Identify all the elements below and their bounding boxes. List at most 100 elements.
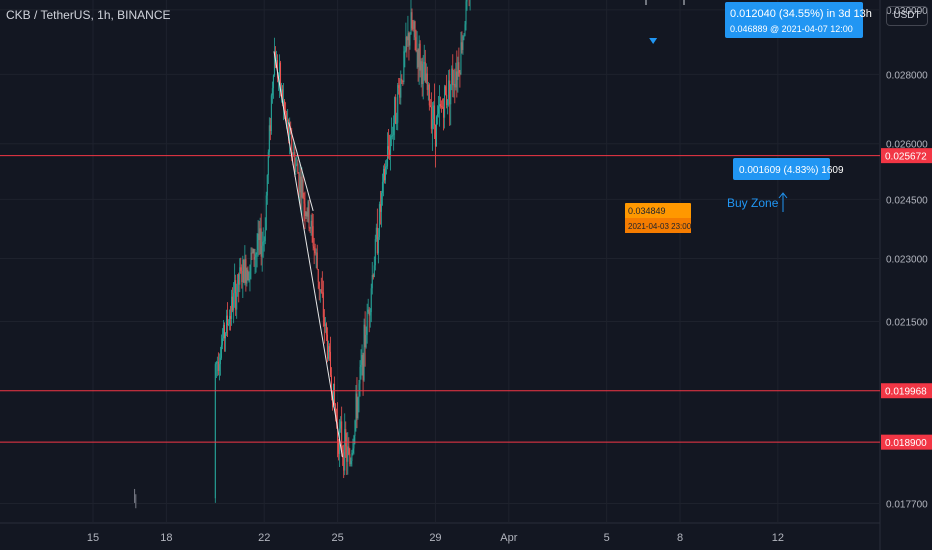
- candle-body: [421, 61, 423, 85]
- projection-label-main: 0.012040 (34.55%) in 3d 13h: [730, 8, 872, 20]
- trendline-down-1b: [288, 122, 314, 212]
- candle-body: [272, 75, 274, 89]
- candle-body: [255, 254, 257, 258]
- candle-body: [376, 227, 378, 254]
- symbol-title: CKB / TetherUS, 1h, BINANCE: [6, 8, 171, 22]
- candle-body: [214, 364, 216, 499]
- candle-body: [283, 100, 285, 104]
- candle-body: [356, 393, 358, 419]
- candle-body: [335, 404, 337, 416]
- candle-body: [370, 288, 372, 313]
- candle-body: [258, 233, 260, 241]
- candle-body: [287, 120, 289, 122]
- candle-body: [415, 37, 417, 51]
- candle-body: [256, 250, 258, 255]
- candle-body: [447, 99, 449, 106]
- candle-body: [273, 51, 275, 76]
- candle-body: [326, 334, 328, 359]
- candle-body: [388, 146, 390, 150]
- candle-body: [377, 236, 379, 254]
- candle-body: [383, 168, 385, 181]
- candle-body: [257, 233, 259, 251]
- trendline-down-1: [273, 51, 343, 458]
- candle-body: [329, 351, 331, 376]
- candle-body: [241, 270, 243, 283]
- candle-body: [219, 357, 221, 365]
- candle-body: [345, 429, 347, 447]
- level-price-tag: [881, 383, 932, 399]
- candle-body: [368, 309, 370, 316]
- candle-body: [454, 84, 456, 88]
- candle-body: [294, 152, 296, 172]
- candle-body: [309, 227, 311, 229]
- candle-body: [422, 64, 424, 85]
- candle-body: [352, 448, 354, 453]
- candle-body: [446, 94, 448, 106]
- candle-body: [428, 84, 430, 106]
- candle-body: [351, 452, 353, 461]
- candle-body: [249, 264, 251, 279]
- currency-button[interactable]: USDT: [886, 6, 928, 26]
- candle-body: [337, 422, 339, 442]
- candle-body: [410, 12, 412, 35]
- candle-body: [401, 78, 403, 81]
- candle-body: [220, 344, 222, 358]
- candle-body: [463, 35, 465, 37]
- projection-box: [725, 2, 863, 38]
- candle-body: [323, 317, 325, 327]
- candle-body: [437, 106, 439, 114]
- candle-body: [295, 164, 297, 172]
- candle-body: [354, 420, 356, 436]
- candle-body: [424, 61, 426, 83]
- candle-body: [416, 49, 418, 51]
- candle-body: [281, 89, 283, 92]
- candle-body: [457, 62, 459, 80]
- buy-zone-label: Buy Zone: [727, 196, 779, 210]
- candle-body: [230, 316, 232, 319]
- candle-body: [429, 105, 431, 108]
- candle-body: [413, 21, 415, 29]
- candle-body: [341, 421, 343, 450]
- candle-body: [389, 149, 391, 155]
- candle-body: [391, 136, 393, 138]
- candle-body: [260, 228, 262, 257]
- entry-date-label: 2021-04-03 23:00: [628, 222, 692, 231]
- candle-body: [414, 21, 416, 38]
- candle-body: [289, 128, 291, 141]
- candle-body: [310, 220, 312, 229]
- candle-body: [374, 239, 376, 266]
- candle-body: [456, 71, 458, 80]
- candle-body: [303, 198, 305, 204]
- candle-body: [462, 36, 464, 50]
- candle-body: [271, 88, 273, 96]
- candle-body: [436, 113, 438, 117]
- candle-body: [242, 259, 244, 283]
- candle-body: [284, 100, 286, 110]
- candle-body: [317, 268, 319, 283]
- candle-body: [378, 204, 380, 237]
- candle-body: [299, 176, 301, 193]
- candle-body: [244, 259, 246, 283]
- candle-body: [406, 37, 408, 41]
- candle-body: [251, 252, 253, 254]
- candle-body: [268, 125, 270, 153]
- candle-body: [240, 267, 242, 271]
- candle-body: [426, 73, 428, 90]
- candle-body: [362, 355, 364, 381]
- candle-body: [448, 80, 450, 100]
- candle-body: [320, 289, 322, 293]
- candle-body: [343, 452, 345, 471]
- candle-body: [340, 421, 342, 429]
- candle-body: [412, 28, 414, 30]
- level-price-label: 0.019968: [885, 387, 927, 398]
- candle-body: [267, 152, 269, 176]
- candle-body: [254, 257, 256, 260]
- candle-body: [311, 220, 313, 227]
- candle-body: [248, 278, 250, 281]
- candle-body: [381, 181, 383, 193]
- candle-body: [390, 136, 392, 155]
- candle-body: [355, 393, 357, 421]
- y-tick-label: 0.024500: [886, 195, 928, 206]
- candle-body: [286, 113, 288, 122]
